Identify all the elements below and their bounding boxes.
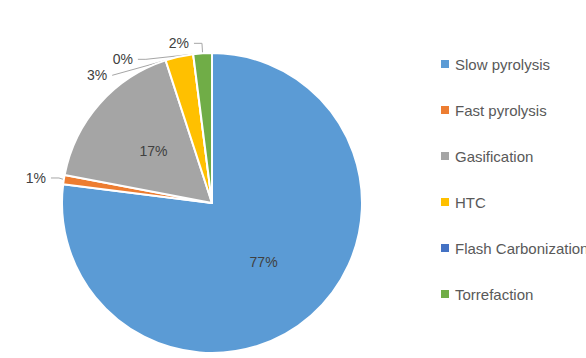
svg-text:Flash Carbonization: Flash Carbonization [455, 240, 586, 257]
svg-text:Torrefaction: Torrefaction [455, 286, 533, 303]
svg-text:0%: 0% [113, 51, 133, 67]
svg-text:Gasification: Gasification [455, 148, 533, 165]
svg-text:2%: 2% [169, 35, 189, 51]
svg-text:1%: 1% [26, 170, 46, 186]
svg-text:Slow pyrolysis: Slow pyrolysis [455, 56, 550, 73]
svg-text:HTC: HTC [455, 194, 486, 211]
svg-text:3%: 3% [87, 67, 107, 83]
svg-text:17%: 17% [139, 143, 167, 159]
svg-text:77%: 77% [250, 254, 278, 270]
svg-text:Fast pyrolysis: Fast pyrolysis [455, 102, 547, 119]
